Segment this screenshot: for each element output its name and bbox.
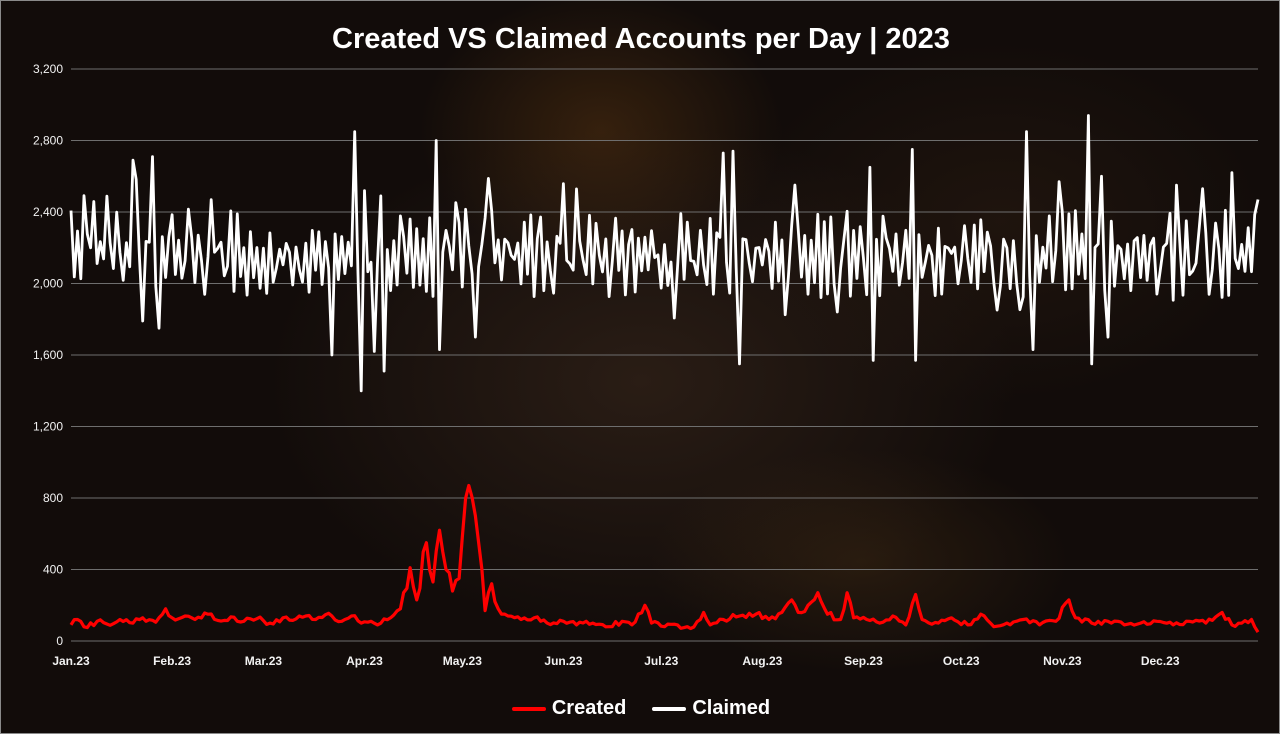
x-tick-label: Sep.23 <box>844 654 883 668</box>
y-tick-label: 2,000 <box>33 277 63 291</box>
legend-label-claimed: Claimed <box>692 697 771 719</box>
legend-item-claimed: Claimed <box>652 697 770 720</box>
y-tick-label: 1,200 <box>33 420 63 434</box>
series-line-claimed <box>69 114 1260 393</box>
x-tick-label: Feb.23 <box>153 654 191 668</box>
legend-swatch-created <box>511 706 546 711</box>
y-tick-label: 2,400 <box>33 205 63 219</box>
x-tick-label: Jan.23 <box>52 654 90 668</box>
x-tick-label: May.23 <box>443 654 482 668</box>
x-tick-label: Dec.23 <box>1141 654 1180 668</box>
x-tick-label: Apr.23 <box>346 654 383 668</box>
legend-swatch-claimed <box>652 706 687 711</box>
x-tick-label: Mar.23 <box>245 654 283 668</box>
series-line-created <box>69 483 1260 633</box>
legend-label-created: Created <box>551 697 627 719</box>
y-tick-label: 3,200 <box>33 62 63 76</box>
x-tick-label: Oct.23 <box>943 654 980 668</box>
x-tick-label: Jul.23 <box>644 654 678 668</box>
y-tick-label: 0 <box>56 634 63 648</box>
x-tick-label: Aug.23 <box>742 654 782 668</box>
x-tick-label: Jun.23 <box>544 654 582 668</box>
legend: Created Claimed <box>1 697 1280 720</box>
x-tick-label: Nov.23 <box>1043 654 1082 668</box>
y-tick-label: 1,600 <box>33 348 63 362</box>
y-tick-label: 2,800 <box>33 134 63 148</box>
legend-item-created: Created <box>511 697 627 720</box>
y-tick-label: 800 <box>43 491 63 505</box>
y-tick-label: 400 <box>43 563 63 577</box>
chart-title: Created VS Claimed Accounts per Day | 20… <box>332 23 950 55</box>
